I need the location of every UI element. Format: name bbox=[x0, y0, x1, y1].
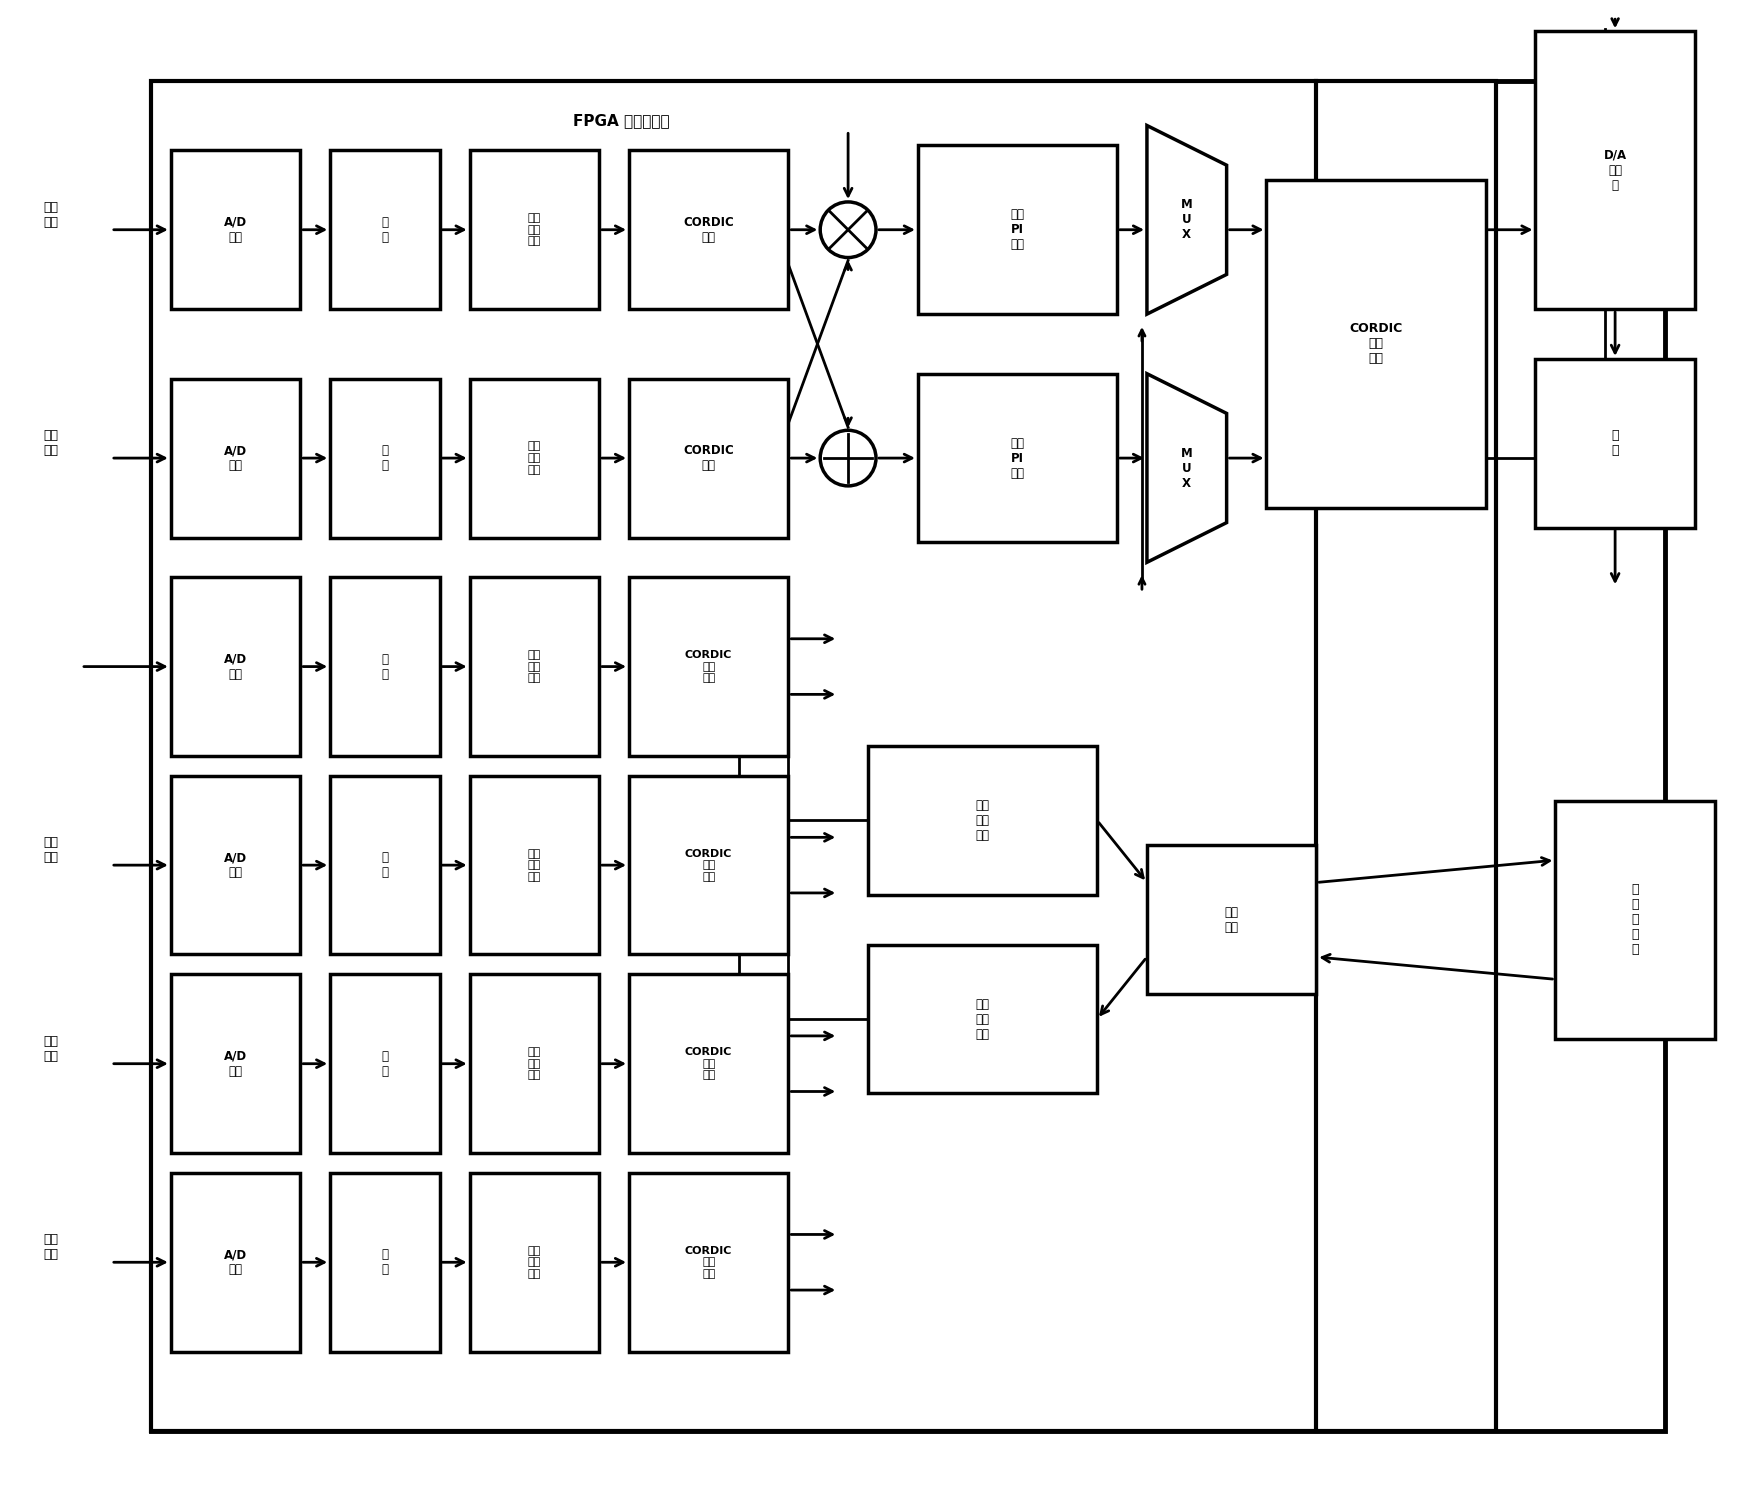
FancyBboxPatch shape bbox=[868, 746, 1096, 895]
FancyBboxPatch shape bbox=[918, 145, 1117, 315]
Text: A/D
转换: A/D 转换 bbox=[223, 850, 246, 879]
FancyBboxPatch shape bbox=[171, 1173, 300, 1352]
Polygon shape bbox=[1147, 125, 1227, 315]
Text: 数字
正交
变换: 数字 正交 变换 bbox=[527, 1246, 541, 1279]
FancyBboxPatch shape bbox=[629, 379, 789, 537]
FancyBboxPatch shape bbox=[470, 1173, 599, 1352]
Text: 滤
波: 滤 波 bbox=[381, 652, 388, 680]
Text: 数字
正交
变换: 数字 正交 变换 bbox=[527, 213, 541, 246]
Text: M
U
X: M U X bbox=[1180, 198, 1193, 242]
FancyBboxPatch shape bbox=[1556, 801, 1715, 1038]
Text: 数字
正交
变换: 数字 正交 变换 bbox=[527, 651, 541, 683]
FancyBboxPatch shape bbox=[1147, 846, 1316, 994]
Text: A/D
转换: A/D 转换 bbox=[223, 1050, 246, 1077]
Text: CORDIC
矢量
模式: CORDIC 矢量 模式 bbox=[684, 849, 732, 882]
FancyBboxPatch shape bbox=[1266, 181, 1486, 507]
FancyBboxPatch shape bbox=[629, 151, 789, 309]
FancyBboxPatch shape bbox=[330, 577, 440, 756]
Text: CORDIC
矢量: CORDIC 矢量 bbox=[683, 216, 733, 243]
FancyBboxPatch shape bbox=[1535, 358, 1695, 528]
FancyBboxPatch shape bbox=[918, 373, 1117, 543]
FancyBboxPatch shape bbox=[330, 974, 440, 1153]
Text: 幅度
PI
环路: 幅度 PI 环路 bbox=[1011, 209, 1025, 251]
Text: 相位
PI
环路: 相位 PI 环路 bbox=[1011, 437, 1025, 479]
FancyBboxPatch shape bbox=[629, 974, 789, 1153]
Text: 腔体
信号: 腔体 信号 bbox=[44, 430, 59, 457]
FancyBboxPatch shape bbox=[470, 379, 599, 537]
FancyBboxPatch shape bbox=[330, 776, 440, 955]
Text: CORDIC
矢量
模式: CORDIC 矢量 模式 bbox=[684, 1047, 732, 1080]
Text: 未反
信号: 未反 信号 bbox=[44, 1234, 59, 1261]
Text: 滤
波: 滤 波 bbox=[381, 1249, 388, 1276]
FancyBboxPatch shape bbox=[470, 577, 599, 756]
FancyBboxPatch shape bbox=[470, 151, 599, 309]
Text: 接收
数据
寄存: 接收 数据 寄存 bbox=[976, 998, 990, 1040]
FancyBboxPatch shape bbox=[150, 81, 1496, 1431]
Text: 数字
正交
变换: 数字 正交 变换 bbox=[527, 1047, 541, 1080]
Text: D/A
转换
器: D/A 转换 器 bbox=[1603, 149, 1627, 191]
Text: A/D
转换: A/D 转换 bbox=[223, 445, 246, 471]
Text: 滤
波: 滤 波 bbox=[1612, 430, 1619, 457]
FancyBboxPatch shape bbox=[629, 577, 789, 756]
FancyBboxPatch shape bbox=[629, 776, 789, 955]
Text: A/D
转换: A/D 转换 bbox=[223, 1249, 246, 1276]
Text: 主
控
计
算
机: 主 控 计 算 机 bbox=[1631, 883, 1639, 956]
Text: CORDIC
矢量: CORDIC 矢量 bbox=[683, 445, 733, 471]
Text: A/D
转换: A/D 转换 bbox=[223, 652, 246, 680]
FancyBboxPatch shape bbox=[150, 81, 1666, 1431]
Text: 滤
波: 滤 波 bbox=[381, 850, 388, 879]
Text: 滤
波: 滤 波 bbox=[381, 216, 388, 243]
FancyBboxPatch shape bbox=[171, 151, 300, 309]
Text: 发送
数据
寄存: 发送 数据 寄存 bbox=[976, 798, 990, 841]
FancyBboxPatch shape bbox=[868, 944, 1096, 1094]
Text: A/D
转换: A/D 转换 bbox=[223, 216, 246, 243]
FancyBboxPatch shape bbox=[629, 1173, 789, 1352]
Text: 参考
信号: 参考 信号 bbox=[44, 201, 59, 228]
FancyBboxPatch shape bbox=[470, 776, 599, 955]
Text: 前反
信号: 前反 信号 bbox=[44, 836, 59, 864]
FancyBboxPatch shape bbox=[1535, 31, 1695, 309]
FancyBboxPatch shape bbox=[171, 379, 300, 537]
Text: 串口
模块: 串口 模块 bbox=[1224, 906, 1238, 934]
Text: CORDIC
旋转
模式: CORDIC 旋转 模式 bbox=[1350, 322, 1402, 366]
Text: 滤
波: 滤 波 bbox=[381, 1050, 388, 1077]
FancyBboxPatch shape bbox=[171, 776, 300, 955]
FancyBboxPatch shape bbox=[470, 974, 599, 1153]
Text: FPGA 内数据处理: FPGA 内数据处理 bbox=[573, 113, 670, 128]
FancyBboxPatch shape bbox=[171, 577, 300, 756]
Text: M
U
X: M U X bbox=[1180, 446, 1193, 489]
FancyBboxPatch shape bbox=[171, 974, 300, 1153]
Text: 数字
正交
变换: 数字 正交 变换 bbox=[527, 442, 541, 474]
Text: CORDIC
矢量
模式: CORDIC 矢量 模式 bbox=[684, 651, 732, 683]
FancyBboxPatch shape bbox=[330, 151, 440, 309]
FancyBboxPatch shape bbox=[330, 379, 440, 537]
FancyBboxPatch shape bbox=[330, 1173, 440, 1352]
Text: 滤
波: 滤 波 bbox=[381, 445, 388, 471]
Text: CORDIC
矢量
模式: CORDIC 矢量 模式 bbox=[684, 1246, 732, 1279]
Polygon shape bbox=[1147, 373, 1227, 562]
Text: 未发
信号: 未发 信号 bbox=[44, 1035, 59, 1062]
Text: 数字
正交
变换: 数字 正交 变换 bbox=[527, 849, 541, 882]
